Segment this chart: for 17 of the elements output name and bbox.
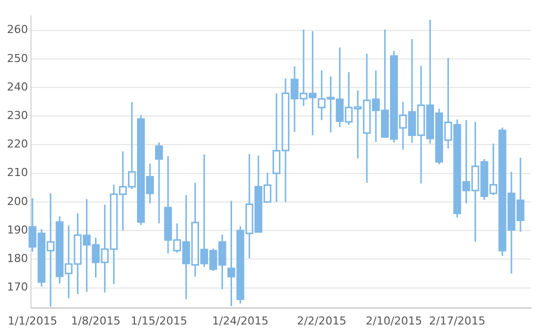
y-tick-label: 230 bbox=[6, 108, 28, 122]
y-tick-label: 210 bbox=[6, 166, 28, 180]
x-tick-label: 1/1/2015 bbox=[8, 314, 58, 328]
x-tick-label: 2/2/2015 bbox=[296, 314, 346, 328]
y-tick-label: 250 bbox=[6, 52, 28, 65]
y-tick-label: 200 bbox=[6, 194, 28, 208]
x-tick-label: 2/17/2015 bbox=[429, 314, 486, 328]
x-tick-label: 1/24/2015 bbox=[212, 314, 269, 328]
y-tick-label: 260 bbox=[6, 23, 28, 36]
x-tick-label: 2/10/2015 bbox=[366, 314, 422, 328]
x-tick-label: 1/8/2015 bbox=[71, 314, 120, 328]
y-tick-label: 180 bbox=[6, 252, 28, 266]
y-tick-label: 190 bbox=[6, 223, 28, 236]
y-tick-label: 240 bbox=[6, 80, 28, 94]
y-tick-label: 170 bbox=[6, 280, 28, 294]
y-tick-label: 220 bbox=[6, 138, 28, 151]
x-tick-label: 1/15/2015 bbox=[130, 314, 188, 328]
